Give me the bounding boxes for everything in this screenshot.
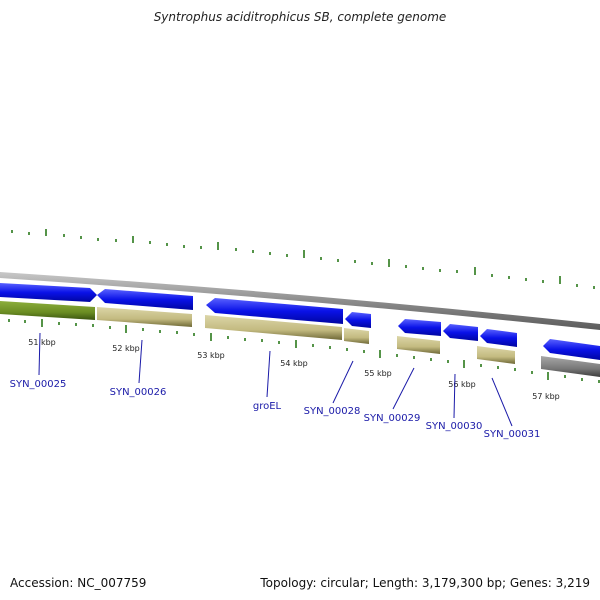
outer-tick-ring (11, 229, 595, 289)
scale-label: 51 kbp (28, 338, 56, 347)
scale-labels: 51 kbp 52 kbp 53 kbp 54 kbp 55 kbp 56 kb… (28, 338, 560, 401)
cds-arrow (345, 312, 371, 328)
scale-label: 53 kbp (197, 351, 225, 360)
product-bar (97, 307, 192, 327)
gene-label-syn-00028[interactable]: SYN_00028 (304, 406, 361, 417)
cds-arrow (443, 324, 478, 341)
product-bar (477, 346, 515, 364)
scale-label: 57 kbp (532, 392, 560, 401)
product-bar (0, 301, 95, 320)
scale-label: 54 kbp (280, 359, 308, 368)
cds-arrow (97, 289, 193, 310)
gene-label-syn-00030[interactable]: SYN_00030 (426, 421, 483, 432)
cds-arrow (543, 339, 600, 360)
cds-arrow (398, 319, 441, 336)
product-bar (205, 315, 342, 340)
gene-label-syn-00025[interactable]: SYN_00025 (10, 379, 67, 390)
cds-arrow (0, 283, 97, 302)
scale-ticks (8, 319, 600, 383)
accession-text: Accession: NC_007759 (10, 576, 147, 590)
gene-label-syn-00029[interactable]: SYN_00029 (364, 413, 421, 424)
gene-label-syn-00031[interactable]: SYN_00031 (484, 429, 541, 440)
cds-arrow (206, 298, 343, 324)
scale-label: 52 kbp (112, 344, 140, 353)
scale-label: 55 kbp (364, 369, 392, 378)
product-bar (397, 336, 440, 354)
cds-track (0, 283, 600, 360)
product-bar (344, 328, 369, 344)
genome-stats-text: Topology: circular; Length: 3,179,300 bp… (260, 576, 590, 590)
product-bar (541, 356, 600, 377)
product-track (0, 301, 600, 377)
gene-leaders (38, 332, 513, 427)
genome-backbone (0, 272, 600, 330)
cds-arrow (480, 329, 517, 347)
scale-label: 56 kbp (448, 380, 476, 389)
genome-title: Syntrophus aciditrophicus SB, complete g… (153, 10, 447, 24)
gene-label-syn-00026[interactable]: SYN_00026 (110, 387, 167, 398)
gene-label-groel[interactable]: groEL (253, 401, 282, 412)
gene-labels: SYN_00025 SYN_00026 groEL SYN_00028 SYN_… (10, 379, 541, 440)
